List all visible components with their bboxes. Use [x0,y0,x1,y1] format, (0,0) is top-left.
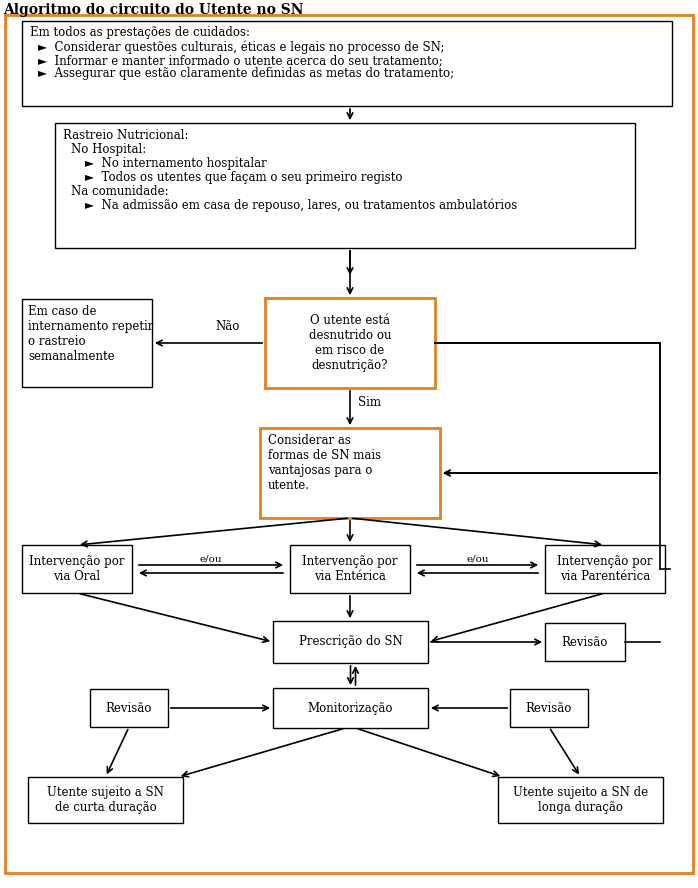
Bar [90,689,168,727]
Text: Não: Não [216,320,240,333]
Bar [498,777,663,823]
Text: e/ou: e/ou [200,555,222,564]
Text: ►  Considerar questões culturais, éticas e legais no processo de SN;: ► Considerar questões culturais, éticas … [38,41,445,54]
Text: Rastreio Nutricional:: Rastreio Nutricional: [63,129,188,142]
Text: Revisão: Revisão [562,636,608,648]
Text: Prescrição do SN: Prescrição do SN [299,636,402,648]
Bar [22,21,672,106]
Bar [260,428,440,518]
Text: O utente está
desnutrido ou
em risco de
desnutrição?: O utente está desnutrido ou em risco de … [309,314,392,372]
Text: ►  Assegurar que estão claramente definidas as metas do tratamento;: ► Assegurar que estão claramente definid… [38,67,454,80]
Bar [545,545,665,593]
Bar [22,545,132,593]
Bar [510,689,588,727]
Text: Algoritmo do circuito do Utente no SN: Algoritmo do circuito do Utente no SN [3,3,304,17]
Text: ►  Na admissão em casa de repouso, lares, ou tratamentos ambulatórios: ► Na admissão em casa de repouso, lares,… [85,199,517,212]
Text: Em todos as prestações de cuidados:: Em todos as prestações de cuidados: [30,26,250,39]
Text: Utente sujeito a SN
de curta duração: Utente sujeito a SN de curta duração [47,786,164,814]
Text: Em caso de
internamento repetir
o rastreio
semanalmente: Em caso de internamento repetir o rastre… [28,305,154,363]
Text: Intervenção por
via Entérica: Intervenção por via Entérica [302,555,398,583]
Text: ►  Informar e manter informado o utente acerca do seu tratamento;: ► Informar e manter informado o utente a… [38,54,443,67]
Text: Monitorização: Monitorização [308,702,393,715]
Bar [273,621,428,663]
Bar [273,688,428,728]
Bar [55,123,635,248]
Bar [28,777,183,823]
Text: Intervenção por
via Parentérica: Intervenção por via Parentérica [557,555,653,583]
Text: Utente sujeito a SN de
longa duração: Utente sujeito a SN de longa duração [513,786,648,814]
Text: Intervenção por
via Oral: Intervenção por via Oral [29,555,125,583]
Text: ►  Todos os utentes que façam o seu primeiro registo: ► Todos os utentes que façam o seu prime… [85,171,403,184]
Text: No Hospital:: No Hospital: [71,143,147,156]
Text: Considerar as
formas de SN mais
vantajosas para o
utente.: Considerar as formas de SN mais vantajos… [268,434,381,492]
Bar [545,623,625,661]
Bar [290,545,410,593]
Text: Revisão: Revisão [106,702,152,715]
Text: Revisão: Revisão [526,702,572,715]
Text: Na comunidade:: Na comunidade: [71,185,169,198]
Text: e/ou: e/ou [466,555,489,564]
Text: ►  No internamento hospitalar: ► No internamento hospitalar [85,157,267,170]
Bar [265,298,435,388]
Text: Sim: Sim [358,397,381,409]
Bar [22,299,152,387]
